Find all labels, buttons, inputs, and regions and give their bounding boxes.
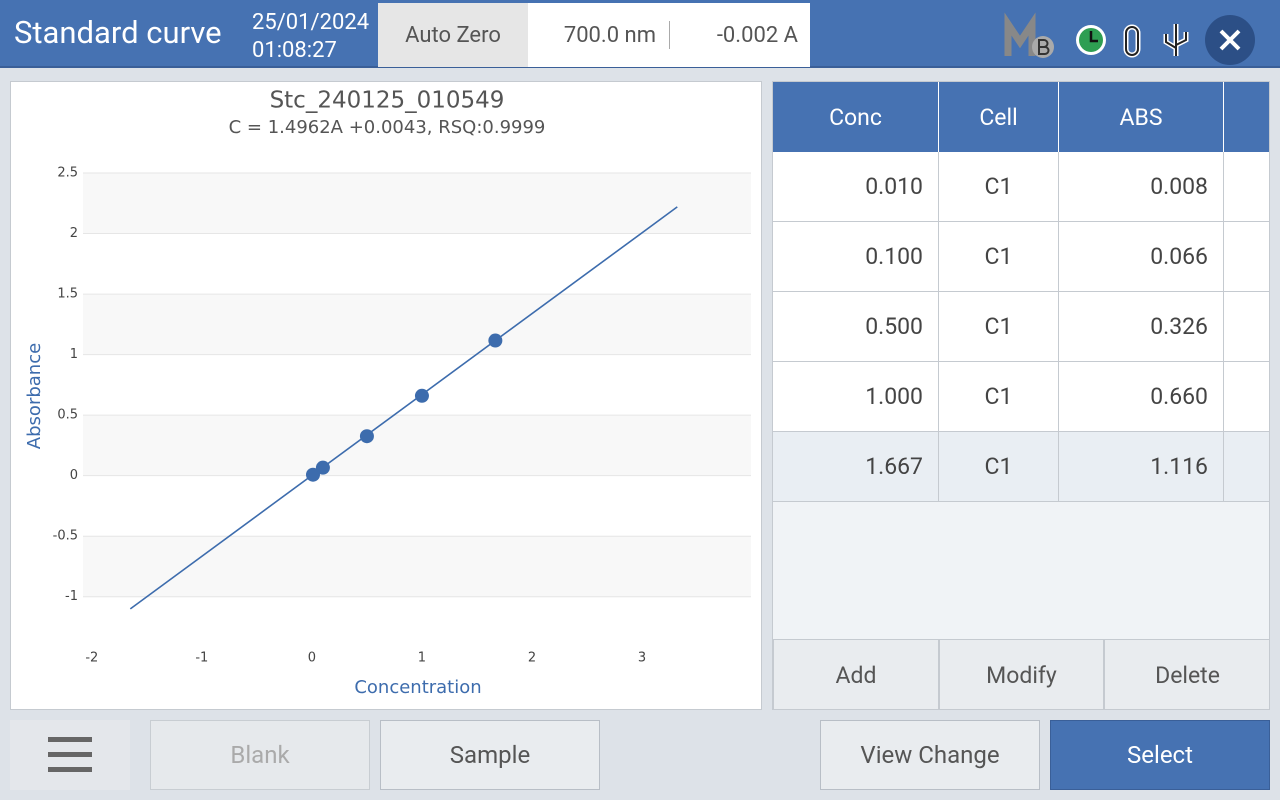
- x-tick-label: 1: [418, 651, 426, 666]
- clock-icon[interactable]: [1076, 25, 1106, 55]
- title: Standard curve: [14, 14, 222, 51]
- y-tick-label: -1: [65, 589, 78, 604]
- y-tick-label: -0.5: [53, 529, 78, 544]
- column-header[interactable]: Conc: [773, 82, 939, 152]
- grid-band: [83, 173, 751, 234]
- separator: [669, 21, 670, 49]
- fit-line: [129, 206, 678, 610]
- table-buttons: Add Modify Delete: [773, 639, 1269, 709]
- readout: 700.0 nm -0.002 A: [528, 3, 810, 67]
- table-panel: Conc Cell ABS 0.010 C1 0.008 0.100 C1 0.066 0.500…: [772, 81, 1270, 710]
- y-tick-label: 2: [70, 226, 78, 241]
- column-header[interactable]: Cell: [939, 82, 1059, 152]
- table-cell[interactable]: 1.667: [773, 432, 939, 502]
- table-cell[interactable]: 0.500: [773, 292, 939, 362]
- table-cell[interactable]: 1.000: [773, 362, 939, 432]
- table-button[interactable]: Delete: [1104, 639, 1269, 709]
- time: 01:08:27: [252, 38, 337, 63]
- table-cell[interactable]: C1: [939, 292, 1059, 362]
- menu-icon: [48, 737, 92, 772]
- auto-zero-button[interactable]: Auto Zero: [378, 3, 528, 67]
- table-cell[interactable]: 0.100: [773, 222, 939, 292]
- y-tick-label: 1: [70, 347, 78, 362]
- table-cell[interactable]: 0.008: [1059, 152, 1224, 222]
- column-header[interactable]: ABS: [1059, 82, 1224, 152]
- view-change-button[interactable]: View Change: [820, 720, 1040, 790]
- mb-icon[interactable]: [1004, 12, 1054, 58]
- table-cell[interactable]: C1: [939, 222, 1059, 292]
- select-button[interactable]: Select: [1050, 720, 1270, 790]
- x-tick-label: 2: [528, 651, 536, 666]
- table-cell[interactable]: [1224, 292, 1269, 362]
- x-axis-label: Concentration: [354, 677, 481, 698]
- chart-subtitle: C = 1.4962A +0.0043, RSQ:0.9999: [229, 117, 546, 138]
- grid-band: [83, 536, 751, 597]
- data-point: [488, 333, 503, 348]
- close-button[interactable]: [1205, 15, 1255, 65]
- x-tick-label: 3: [638, 651, 646, 666]
- data-point: [306, 467, 321, 482]
- table-button[interactable]: Modify: [939, 639, 1104, 709]
- grid-band: [83, 415, 751, 476]
- table-cell[interactable]: C1: [939, 432, 1059, 502]
- menu-button[interactable]: [10, 720, 130, 790]
- table-cell[interactable]: 1.116: [1059, 432, 1224, 502]
- column-header[interactable]: [1224, 82, 1269, 152]
- table-cell[interactable]: 0.326: [1059, 292, 1224, 362]
- x-tick-label: -2: [85, 651, 98, 666]
- grid-band: [83, 294, 751, 355]
- blank-button[interactable]: Blank: [150, 720, 370, 790]
- sample-button[interactable]: Sample: [380, 720, 600, 790]
- y-tick-label: 0: [70, 468, 78, 483]
- data-point: [315, 460, 330, 475]
- y-tick-label: 1.5: [57, 287, 78, 302]
- table-cell[interactable]: C1: [939, 362, 1059, 432]
- table-cell[interactable]: 0.066: [1059, 222, 1224, 292]
- status-icons: [1004, 12, 1255, 65]
- clip-icon[interactable]: [1123, 24, 1141, 58]
- usb-icon[interactable]: [1163, 24, 1189, 56]
- table-cell[interactable]: [1224, 222, 1269, 292]
- y-tick-label: 0.5: [57, 408, 78, 423]
- data-point: [414, 388, 429, 403]
- chart-panel: Stc_240125_010549 C = 1.4962A +0.0043, R…: [10, 81, 762, 710]
- table-cell[interactable]: 0.010: [773, 152, 939, 222]
- y-axis-label: Absorbance: [24, 343, 45, 449]
- table-cell[interactable]: [1224, 432, 1269, 502]
- wavelength: 700.0 nm: [563, 23, 656, 48]
- date: 25/01/2024: [252, 10, 370, 35]
- y-tick-label: 2.5: [57, 166, 78, 181]
- chart: Stc_240125_010549 C = 1.4962A +0.0043, R…: [24, 88, 751, 698]
- data-point: [359, 429, 374, 444]
- chart-title: Stc_240125_010549: [270, 88, 505, 114]
- table-cell[interactable]: 0.660: [1059, 362, 1224, 432]
- table-cell[interactable]: [1224, 362, 1269, 432]
- absorbance: -0.002 A: [716, 23, 798, 48]
- header: Standard curve 25/01/2024 01:08:27 Auto …: [0, 0, 1280, 68]
- table-cell[interactable]: [1224, 152, 1269, 222]
- table: Conc Cell ABS 0.010 C1 0.008 0.100 C1 0.066 0.500…: [773, 82, 1269, 502]
- x-tick-label: 0: [308, 651, 316, 666]
- table-cell[interactable]: C1: [939, 152, 1059, 222]
- table-button[interactable]: Add: [773, 639, 939, 709]
- x-tick-label: -1: [195, 651, 208, 666]
